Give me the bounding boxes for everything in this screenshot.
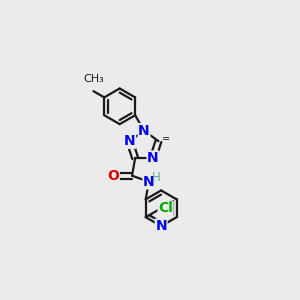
Text: N: N xyxy=(124,134,135,148)
Text: H: H xyxy=(152,171,161,184)
Text: N: N xyxy=(147,151,159,165)
Text: N: N xyxy=(155,219,167,233)
Text: =: = xyxy=(162,134,170,144)
Text: Cl: Cl xyxy=(158,201,173,215)
Text: N: N xyxy=(138,124,150,138)
Text: CH₃: CH₃ xyxy=(83,74,104,84)
Text: N: N xyxy=(143,175,154,189)
Text: O: O xyxy=(107,169,119,183)
